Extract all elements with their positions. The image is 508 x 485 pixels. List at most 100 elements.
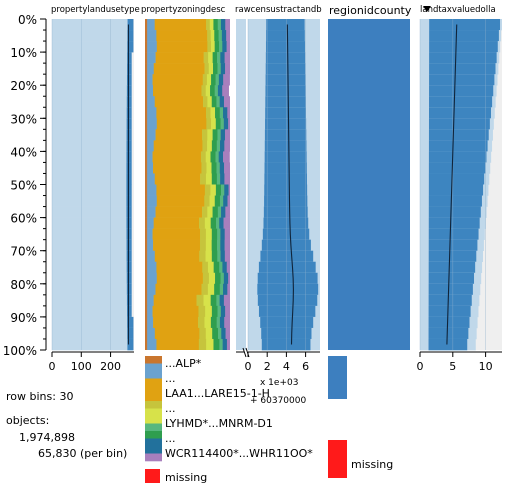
distribution-bar bbox=[126, 162, 132, 174]
category-segment bbox=[223, 272, 229, 285]
category-segment bbox=[203, 52, 209, 64]
x-tick-label: 10 bbox=[479, 360, 493, 373]
column-header-propertyzoningdesc[interactable]: propertyzoningdesc bbox=[141, 5, 226, 15]
distribution-bar bbox=[260, 250, 314, 263]
category-segment bbox=[156, 338, 200, 350]
x-tick-label: 0 bbox=[49, 360, 56, 373]
category-segment bbox=[220, 118, 225, 130]
category-segment bbox=[147, 206, 156, 218]
category-segment bbox=[145, 217, 148, 229]
category-segment bbox=[152, 228, 201, 240]
category-segment bbox=[202, 129, 208, 141]
y-tick-label: 90% bbox=[10, 311, 37, 325]
category-segment bbox=[204, 184, 211, 196]
value-bar bbox=[52, 63, 132, 75]
distribution-bar bbox=[265, 74, 306, 86]
category-segment bbox=[202, 140, 208, 152]
category-segment bbox=[219, 316, 225, 329]
category-segment bbox=[210, 294, 217, 307]
category-segment bbox=[210, 107, 216, 119]
legend-label: ... bbox=[165, 432, 176, 445]
legend-swatch bbox=[145, 431, 162, 439]
category-segment bbox=[218, 30, 223, 42]
legend-swatch bbox=[145, 386, 162, 394]
x-axis-landtaxvaluedolla: 0 5 10 bbox=[417, 351, 502, 373]
category-segment bbox=[217, 129, 221, 141]
distribution-bar bbox=[126, 140, 132, 152]
distribution-bar bbox=[126, 74, 132, 86]
missing-swatch-zoning bbox=[145, 469, 160, 483]
category-segment bbox=[147, 85, 154, 97]
category-segment bbox=[216, 316, 221, 329]
category-segment bbox=[147, 272, 158, 285]
category-segment bbox=[227, 283, 230, 296]
category-segment bbox=[211, 228, 218, 240]
category-segment bbox=[145, 96, 148, 108]
category-segment bbox=[224, 184, 229, 196]
missing-swatch-regionidcounty bbox=[328, 440, 347, 478]
per-bin-label: 65,830 (per bin) bbox=[38, 447, 127, 460]
distribution-bar bbox=[266, 19, 305, 31]
category-segment bbox=[145, 261, 148, 274]
category-segment bbox=[153, 294, 197, 307]
category-segment bbox=[214, 283, 221, 296]
category-segment bbox=[222, 338, 228, 350]
category-segment bbox=[145, 52, 148, 64]
column-header-landtaxvaluedolla[interactable]: landtaxvaluedolla bbox=[420, 5, 496, 15]
category-segment bbox=[213, 338, 220, 350]
category-segment bbox=[199, 250, 206, 263]
distribution-bar bbox=[428, 261, 476, 274]
category-segment bbox=[156, 118, 207, 130]
column-header-regionidcounty[interactable]: regionidcounty bbox=[329, 4, 412, 17]
x-tick-label: 100 bbox=[71, 360, 92, 373]
value-bar bbox=[52, 30, 134, 42]
legend-swatch bbox=[145, 423, 162, 432]
sort-descending-icon[interactable] bbox=[423, 6, 431, 12]
category-segment bbox=[196, 294, 204, 307]
distribution-bar bbox=[428, 272, 475, 285]
category-segment bbox=[211, 140, 218, 152]
category-segment bbox=[224, 228, 230, 240]
value-bar bbox=[52, 41, 134, 53]
category-segment bbox=[219, 162, 225, 174]
category-segment bbox=[220, 228, 225, 240]
category-segment bbox=[205, 239, 212, 251]
category-segment bbox=[211, 96, 217, 108]
category-segment bbox=[211, 162, 217, 174]
category-segment bbox=[223, 107, 228, 119]
y-tick-label: 10% bbox=[10, 46, 37, 60]
category-segment bbox=[145, 228, 148, 240]
category-segment bbox=[219, 338, 223, 350]
category-segment bbox=[200, 173, 207, 185]
category-segment bbox=[147, 63, 155, 75]
category-segment bbox=[145, 41, 148, 53]
column-rawcensustractandb bbox=[236, 19, 320, 351]
distribution-bar bbox=[429, 107, 491, 119]
x-tick-label: 0 bbox=[417, 360, 424, 373]
category-segment bbox=[147, 52, 156, 64]
distribution-bar bbox=[126, 272, 132, 285]
legend-label: WCR114400*...WHR11OO* bbox=[165, 447, 313, 460]
distribution-bar bbox=[127, 305, 132, 318]
legend-swatch bbox=[145, 401, 162, 409]
distribution-bar bbox=[428, 140, 488, 152]
category-segment bbox=[198, 338, 207, 350]
category-segment bbox=[202, 206, 208, 218]
category-segment bbox=[219, 217, 224, 229]
category-segment bbox=[200, 228, 207, 240]
category-segment bbox=[155, 283, 202, 296]
category-segment bbox=[211, 173, 218, 185]
category-segment bbox=[147, 129, 156, 141]
category-segment bbox=[206, 74, 212, 86]
category-segment bbox=[219, 41, 223, 53]
category-segment bbox=[215, 184, 222, 196]
distribution-bar bbox=[262, 228, 310, 240]
category-segment bbox=[217, 206, 222, 218]
column-header-propertylandusetype[interactable]: propertylandusetype bbox=[51, 5, 140, 15]
category-bar bbox=[328, 19, 410, 350]
legend-swatch bbox=[145, 378, 162, 387]
category-segment bbox=[220, 272, 225, 285]
value-bar bbox=[52, 305, 132, 318]
category-segment bbox=[221, 184, 225, 196]
column-header-rawcensustractandb[interactable]: rawcensustractandb bbox=[235, 5, 322, 15]
